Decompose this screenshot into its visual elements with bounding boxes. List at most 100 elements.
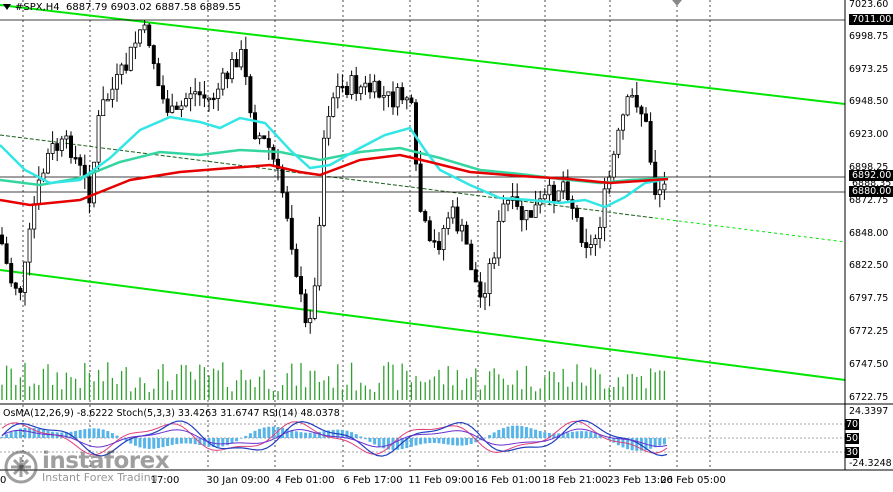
channel-upper-line	[0, 4, 846, 105]
time-axis-label: 20	[0, 475, 7, 486]
osma-bar	[506, 426, 510, 438]
time-axis-label: 17:00	[150, 475, 180, 486]
osma-bar	[9, 431, 13, 438]
price-axis-label: 6747.50	[849, 359, 889, 370]
osma-bar	[267, 426, 271, 438]
osma-bar	[133, 438, 137, 446]
candle-body	[252, 112, 257, 140]
time-axis-label: 11 Feb 09:00	[408, 475, 474, 486]
osma-bar	[423, 438, 427, 444]
osma-bar	[327, 430, 331, 438]
time-axis-label: 26 Feb 05:00	[660, 475, 726, 486]
osma-bar	[511, 425, 515, 438]
osma-bar	[106, 431, 110, 438]
osma-bar	[386, 438, 390, 450]
candle-body	[427, 220, 432, 242]
osma-bar	[658, 438, 662, 446]
candle-body	[331, 97, 336, 117]
osma-bar	[290, 430, 294, 438]
candle-body	[469, 243, 474, 271]
osma-bar	[189, 438, 193, 444]
channel-mid-line	[0, 134, 656, 219]
osma-bar	[543, 432, 547, 438]
candle-body	[73, 157, 78, 160]
stochastic-signal-line	[1, 420, 668, 456]
candle-body	[266, 138, 271, 148]
candle-body	[317, 224, 322, 287]
candle-body	[151, 45, 156, 65]
osma-bar	[653, 438, 657, 448]
candle-body	[657, 189, 662, 196]
osma-bar	[368, 438, 372, 442]
price-axis-label: 6722.75	[849, 392, 889, 403]
price-axis-label: 6948.50	[849, 96, 889, 107]
osma-bar	[101, 429, 105, 438]
candle-body	[220, 72, 225, 90]
candle-body	[96, 115, 101, 163]
candle-body	[229, 59, 234, 80]
candle-body	[436, 241, 441, 250]
price-axis-label: 6797.75	[849, 293, 889, 304]
candle-body	[206, 97, 211, 101]
candle-body	[156, 63, 161, 87]
time-axis-label: 16 Feb 01:00	[475, 475, 541, 486]
candle-body	[160, 85, 165, 100]
candle-body	[377, 80, 382, 98]
time-axis-label: 23 Feb 13:00	[607, 475, 673, 486]
osma-bar	[170, 438, 174, 445]
osma-bar	[363, 438, 367, 440]
osma-bar	[92, 428, 96, 438]
osma-bar	[451, 438, 455, 446]
osc-axis-top: 24.3397	[849, 406, 889, 417]
candle-body	[496, 220, 501, 259]
collapse-triangle-icon[interactable]	[3, 4, 11, 10]
osma-bar	[244, 435, 248, 438]
osma-bar	[230, 438, 234, 444]
candle-body	[13, 282, 18, 289]
osc-level-50-tag: 50	[845, 433, 859, 444]
candle-body	[262, 135, 267, 139]
osma-bar	[14, 429, 18, 438]
osma-bar	[281, 427, 285, 438]
osma-bar	[589, 432, 593, 438]
candle-body	[358, 86, 363, 94]
osc-level-30-tag: 30	[845, 447, 859, 458]
osma-bar	[419, 438, 423, 445]
candle-body	[22, 261, 27, 293]
osma-bar	[552, 433, 556, 438]
osma-bar	[64, 432, 68, 438]
osma-bar	[561, 433, 565, 438]
candle-body	[340, 85, 345, 89]
osma-bar	[570, 431, 574, 438]
price-axis-label: 6898.25	[849, 162, 889, 173]
instaforex-logo-icon	[4, 450, 38, 484]
osma-bar	[414, 438, 418, 446]
candle-body	[459, 224, 464, 232]
osma-bar	[313, 432, 317, 438]
candle-body	[529, 210, 534, 218]
osma-bar	[350, 432, 354, 438]
candle-body	[170, 105, 175, 113]
osma-bar	[455, 438, 459, 446]
candle-body	[432, 240, 437, 243]
osma-bar	[308, 432, 312, 438]
osma-bar	[515, 425, 519, 438]
osma-bar	[216, 438, 220, 447]
candle-body	[115, 74, 120, 90]
candle-body	[575, 208, 580, 218]
candle-body	[505, 199, 510, 205]
candle-body	[216, 88, 221, 99]
osma-bar	[331, 429, 335, 438]
osc-axis-bottom: -24.3248	[849, 458, 892, 469]
osma-bar	[258, 428, 262, 438]
candle-body	[409, 97, 414, 104]
candle-body	[321, 137, 326, 226]
candle-body	[344, 86, 349, 95]
osma-bar	[147, 438, 151, 449]
osma-bar	[359, 436, 363, 438]
osma-bar	[469, 438, 473, 445]
price-axis-label: 6998.75	[849, 31, 889, 42]
candle-body	[565, 181, 570, 201]
osma-bar	[322, 431, 326, 438]
